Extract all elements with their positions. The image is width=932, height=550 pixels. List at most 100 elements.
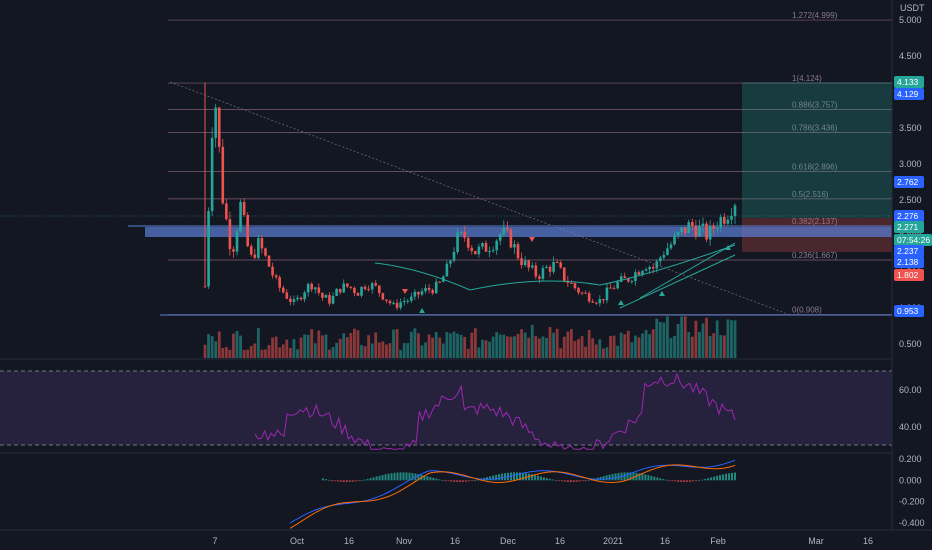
macd-histogram-bar [390, 473, 393, 481]
rsi-line [254, 372, 736, 450]
candle-body [420, 291, 424, 295]
price-badge-label: 2.237 [897, 246, 919, 256]
volume-bar [246, 349, 250, 358]
volume-bar [242, 349, 246, 358]
macd-histogram-bar [441, 480, 444, 481]
macd-histogram-bar [725, 473, 728, 481]
candle-body [203, 286, 207, 288]
macd-histogram-bar [686, 480, 689, 482]
ascending-trend-line-upper[interactable] [639, 242, 736, 299]
macd-histogram-bar [333, 480, 336, 482]
candle-body [491, 250, 495, 252]
candle-body [328, 295, 331, 304]
candle-body [641, 270, 644, 275]
candle-body [225, 203, 228, 220]
macd-histogram-bar [629, 472, 632, 481]
macd-histogram-bar [504, 473, 507, 481]
candle-body [712, 225, 715, 229]
macd-histogram-bar [512, 472, 515, 481]
candle-body [548, 266, 552, 272]
volume-bar [214, 341, 218, 358]
macd-histogram-bar [363, 479, 366, 481]
volume-bar [491, 336, 495, 358]
volume-bar [306, 334, 310, 358]
macd-histogram-bar [704, 478, 707, 481]
candle-body [609, 287, 612, 289]
price-badge-label: 2.138 [897, 257, 919, 267]
volume-bar [370, 343, 374, 358]
volume-bar [541, 336, 545, 358]
candle-body [281, 287, 285, 293]
candle-body [207, 211, 210, 287]
candle-body [545, 266, 548, 268]
candle-body [306, 283, 310, 293]
volume-bar [530, 324, 534, 358]
volume-bar [481, 339, 484, 358]
volume-bar [420, 345, 424, 358]
volume-bar [278, 347, 282, 358]
macd-axis[interactable]: 0.200 0.000 -0.200 -0.400 [899, 454, 925, 528]
candle-body [217, 107, 221, 147]
candle-body [502, 227, 506, 234]
candle-body [324, 295, 328, 298]
macd-histogram-bar [548, 478, 551, 481]
candle-body [555, 262, 559, 264]
rsi-axis[interactable]: 60.00 40.00 [899, 385, 922, 432]
macd-histogram-bar [638, 473, 641, 481]
candle-body [616, 281, 619, 289]
support-zone-rectangle[interactable] [145, 227, 892, 237]
time-axis[interactable]: 7 Oct 16 Nov 16 Dec 16 2021 16 Feb Mar 16 [212, 536, 873, 546]
price-badge-label: 4.133 [897, 77, 919, 87]
candle-body [317, 287, 321, 293]
macd-histogram-bar [447, 480, 450, 482]
candle-body [228, 219, 232, 250]
macd-histogram-bar [498, 474, 501, 481]
volume-bar [698, 331, 701, 358]
volume-bar [232, 333, 235, 358]
candle-body [680, 227, 683, 233]
candle-body [584, 292, 587, 294]
volume-bar [509, 336, 513, 358]
candle-body [402, 300, 406, 303]
volume-bar [438, 337, 442, 358]
macd-histogram-bar [644, 474, 647, 481]
macd-histogram-bar [560, 480, 563, 482]
volume-bar [683, 316, 687, 358]
macd-histogram-bar [599, 476, 602, 481]
candle-body [449, 260, 452, 264]
time-tick-label: Dec [500, 536, 517, 546]
candle-body [530, 265, 534, 268]
volume-bar [256, 328, 260, 358]
fib-level-label: 0.236(1.667) [792, 251, 838, 260]
candle-body [452, 251, 456, 261]
macd-histogram-bar [632, 472, 635, 481]
macd-histogram-bar [495, 474, 498, 481]
macd-histogram-bar [566, 480, 569, 482]
candle-body [527, 260, 530, 268]
candle-body [235, 231, 239, 252]
candle-body [723, 216, 726, 224]
volume-bar [424, 342, 427, 358]
volume-bar [406, 343, 410, 358]
price-badge-label: 07:54:26 [897, 235, 930, 245]
macd-histogram-bar [342, 480, 345, 482]
macd-histogram-bar [722, 474, 725, 481]
volume-bar [456, 333, 459, 358]
volume-bar [502, 334, 506, 358]
volume-bar [523, 332, 527, 358]
volume-bar [648, 334, 652, 358]
fib-level-label: 0(0.908) [792, 306, 822, 315]
volume-bar [377, 342, 381, 358]
long-position-profit-zone[interactable] [742, 82, 892, 218]
volume-bar [705, 317, 708, 358]
macd-histogram-bar [474, 480, 477, 481]
macd-histogram-bar [572, 480, 575, 482]
volume-bar [601, 348, 605, 358]
macd-histogram-bar [393, 472, 396, 481]
candle-body [623, 276, 627, 279]
candle-body [385, 299, 388, 301]
macd-tick-label: 0.200 [899, 454, 922, 464]
macd-histogram-bar [336, 480, 339, 482]
ascending-trend-line-lower[interactable] [619, 254, 736, 309]
